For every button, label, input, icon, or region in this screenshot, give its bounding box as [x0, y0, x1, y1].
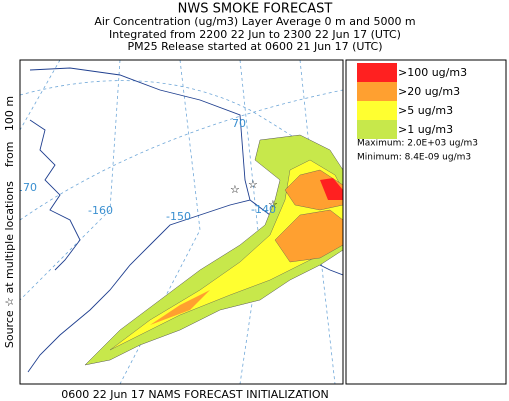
legend-label: >100 ug/m3 [398, 66, 467, 79]
grid-label: -150 [166, 210, 191, 223]
minimum: Minimum: 8.4E-09 ug/m3 [357, 153, 471, 163]
source-label: Source ☆ at multiple locations from 100 … [3, 96, 16, 348]
grid-label: -170 [12, 181, 37, 194]
grid-label: -140 [251, 203, 276, 216]
legend-label: >20 ug/m3 [398, 85, 460, 98]
legend-label: >1 ug/m3 [398, 123, 453, 136]
legend-swatch [357, 120, 397, 139]
map: ☆ ☆ ☆ -170 -160 -150 -140 70 [12, 59, 344, 385]
source-star: ☆ [248, 178, 258, 191]
legend-swatch [357, 82, 397, 101]
source-star: ☆ [230, 183, 240, 196]
legend-swatch [357, 63, 397, 82]
title: NWS SMOKE FORECAST [178, 2, 333, 17]
legend-label: >5 ug/m3 [398, 104, 453, 117]
subtitle: Air Concentration (ug/m3) Layer Average … [94, 15, 415, 28]
subtitle: Integrated from 2200 22 Jun to 2300 22 J… [109, 28, 401, 41]
maximum: Maximum: 2.0E+03 ug/m3 [357, 139, 478, 149]
subtitle: PM25 Release started at 0600 21 Jun 17 (… [127, 40, 382, 53]
source-star: ☆ [268, 198, 278, 211]
grid-label: -160 [88, 204, 113, 217]
footer: 0600 22 Jun 17 NAMS FORECAST INITIALIZAT… [61, 388, 329, 401]
legend-swatch [357, 101, 397, 120]
legend: Maximum: 2.0E+03 ug/m3 Minimum: 8.4E-09 … [345, 59, 507, 385]
grid-label: 70 [232, 117, 246, 130]
